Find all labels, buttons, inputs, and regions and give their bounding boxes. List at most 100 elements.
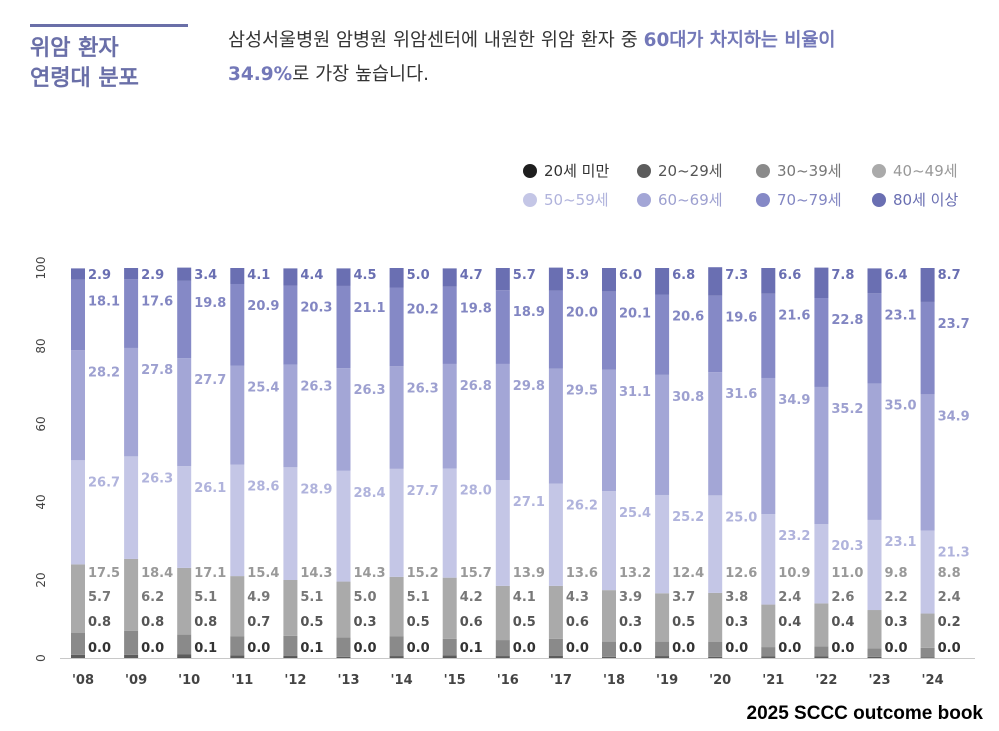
bar-segment [124,630,139,655]
bar-segment [602,641,616,657]
bar-segment [283,364,298,468]
bar-segment [71,460,85,565]
data-label: 15.4 [247,566,279,581]
bar-segment [920,530,935,614]
y-tick-label: 0 [34,654,48,662]
bar-segment [71,268,85,280]
bar-segment [602,268,616,292]
data-label: 0.0 [141,641,164,656]
data-label: 0.0 [831,641,854,656]
data-label: 18.4 [141,566,173,581]
bar-segment [230,464,245,577]
bar-segment [336,656,351,658]
bar-segment [336,268,351,286]
data-label: 13.2 [619,566,651,581]
bar-segment [761,647,776,657]
data-label: 4.9 [247,590,270,605]
data-label: 0.0 [885,641,908,656]
legend-swatch [523,163,537,178]
x-tick-label: '10 [178,673,200,688]
legend-item: 50~59세 [523,189,609,210]
bar-segment [920,613,935,648]
legend-item: 80세 이상 [872,189,958,210]
data-label: 12.6 [725,566,757,581]
data-label: 0.0 [566,641,589,656]
data-label: 6.4 [885,268,908,283]
headline: 삼성서울병원 암병원 위암센터에 내원한 위암 환자 중 60대가 차지하는 비… [228,24,988,92]
bar-segment [761,268,776,294]
data-label: 35.0 [885,398,917,413]
bar-segment [336,581,351,638]
bar-segment [389,268,404,288]
data-label: 18.9 [513,305,545,320]
bar-segment [548,638,563,656]
data-label: 13.9 [513,566,545,581]
bar-segment [495,290,510,364]
data-label: 15.7 [460,566,492,581]
bar-segment [71,632,85,655]
x-tick-label: '17 [550,673,572,688]
bar-segment [548,267,563,291]
data-label: 0.4 [831,615,854,630]
bar-segment [283,655,298,658]
legend-swatch [523,192,537,207]
bar-segment [442,286,457,364]
data-label: 0.0 [619,641,642,656]
data-label: 4.1 [247,268,270,283]
bar-segment [283,268,298,286]
data-label: 14.3 [300,566,332,581]
x-tick-label: '11 [231,673,253,688]
data-label: 30.8 [672,390,704,405]
bar-segment [548,368,563,484]
legend-label: 70~79세 [777,191,842,209]
bar-segment [389,656,404,658]
data-label: 0.5 [513,615,536,630]
data-label: 0.6 [566,615,589,630]
data-label: 13.6 [566,566,598,581]
x-tick-label: '12 [284,673,306,688]
bar-segment [336,368,351,471]
data-label: 0.5 [407,615,430,630]
data-label: 2.9 [141,268,164,283]
bar-segment [495,268,510,291]
data-label: 0.8 [194,615,217,630]
bar-segment [548,585,563,639]
data-label: 31.1 [619,385,651,400]
bar-segment [814,603,829,647]
data-label: 27.7 [407,484,439,499]
data-label: 26.3 [141,471,173,486]
legend-item: 70~79세 [756,189,842,210]
data-label: 23.1 [885,308,917,323]
bar-segment [71,279,85,351]
bar-segment [708,642,723,657]
bar-segment [177,654,192,658]
bar-segment [602,491,616,591]
headline-highlight-1: 60대가 차지하는 비율이 [643,30,836,51]
bar-segment [230,283,245,366]
data-label: 2.4 [938,590,961,605]
x-tick-label: '16 [497,673,519,688]
data-label: 0.1 [460,641,483,656]
legend-label: 30~39세 [777,162,842,180]
bar-segment [230,365,245,465]
data-label: 3.7 [672,590,695,605]
data-label: 23.7 [938,317,970,332]
data-label: 20.3 [831,539,863,554]
data-label: 23.1 [885,535,917,550]
bar-segment [336,285,351,369]
bar-segment [761,656,776,658]
x-tick-label: '23 [868,673,890,688]
data-label: 0.3 [354,615,377,630]
bar-segment [230,636,245,656]
bar-segment [177,567,192,635]
data-label: 4.3 [566,590,589,605]
bar-segment [124,558,139,631]
bar-segment [867,293,882,384]
title-accent-bar [30,24,188,27]
bar-segment [124,654,139,658]
bar-segment [495,363,510,481]
bar-segment [867,656,882,658]
data-label: 0.0 [88,641,111,656]
data-label: 5.7 [513,268,536,283]
